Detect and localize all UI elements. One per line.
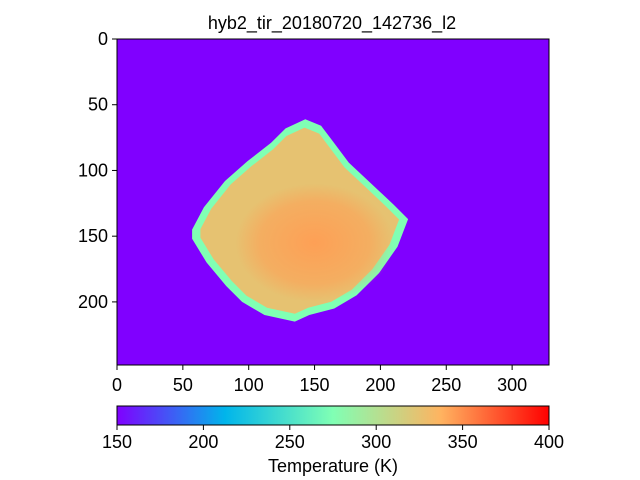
colorbar-tick-label: 150 <box>102 432 132 452</box>
y-tick-label: 50 <box>88 95 108 115</box>
y-tick-label: 0 <box>98 29 108 49</box>
colorbar: 150 200 250 300 350 400 Temperature (K) <box>102 405 564 476</box>
colorbar-tick-label: 250 <box>275 432 305 452</box>
colorbar-bar <box>116 405 550 426</box>
x-axis: 0 50 100 150 200 250 300 <box>112 365 527 395</box>
colorbar-tick-label: 300 <box>361 432 391 452</box>
colorbar-tick-label: 400 <box>534 432 564 452</box>
asteroid-layer <box>192 119 409 322</box>
plot-area <box>116 38 550 366</box>
y-axis: 0 50 100 150 200 <box>78 29 117 312</box>
x-tick-label: 50 <box>173 375 193 395</box>
x-tick-label: 100 <box>234 375 264 395</box>
asteroid-hot-region <box>235 183 394 302</box>
y-tick-label: 150 <box>78 226 108 246</box>
plot-frame <box>116 38 550 366</box>
colorbar-tick-label: 200 <box>188 432 218 452</box>
y-tick-label: 200 <box>78 292 108 312</box>
y-tick-label: 100 <box>78 160 108 180</box>
chart-title: hyb2_tir_20180720_142736_l2 <box>208 13 456 34</box>
x-tick-label: 200 <box>365 375 395 395</box>
x-tick-label: 300 <box>497 375 527 395</box>
colorbar-tick-label: 350 <box>448 432 478 452</box>
x-tick-label: 0 <box>112 375 122 395</box>
x-tick-label: 150 <box>300 375 330 395</box>
colorbar-label: Temperature (K) <box>268 456 398 476</box>
colorbar-ticks: 150 200 250 300 350 400 <box>102 425 564 452</box>
x-tick-label: 250 <box>431 375 461 395</box>
